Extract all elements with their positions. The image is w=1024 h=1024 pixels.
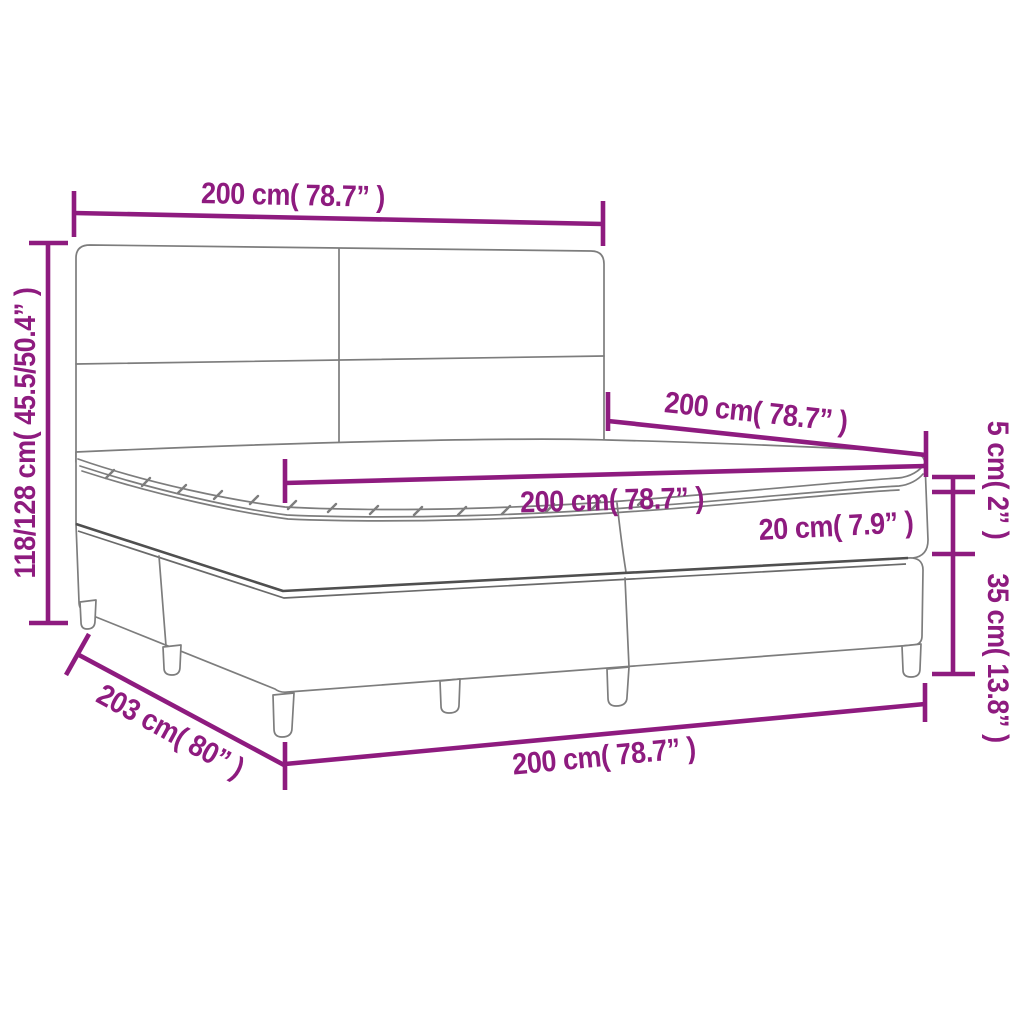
topper-seam-line-2 (81, 470, 900, 522)
leg-front-b (606, 666, 630, 707)
headboard-outline (75, 244, 605, 463)
base-top-edge-piping (77, 530, 907, 599)
dim-line-bed-width (282, 683, 928, 790)
leg-front-a (439, 678, 461, 714)
mattress-split-seam (616, 502, 628, 579)
dim-line-mattress-depth (605, 392, 929, 477)
topper-front-edge (77, 458, 926, 511)
label-base-height: 35 cm( 13.8” ) (981, 573, 1014, 743)
mattress (75, 438, 929, 592)
label-mattress-width: 200 cm( 78.7” ) (519, 481, 705, 520)
leg-back-left (79, 599, 97, 630)
leg-right (901, 643, 922, 678)
dim-line-mattress-width (282, 459, 927, 503)
base-side-seam (158, 555, 167, 647)
dim-line-headboard-width (71, 191, 606, 246)
dim-line-right-stack (932, 474, 975, 677)
label-topper-thickness: 5 cm( 2” ) (981, 420, 1014, 540)
dim-line-total-height (29, 240, 68, 626)
leg-front-corner (272, 692, 295, 738)
topper-seam-line-1 (79, 465, 924, 518)
base-top-edge (75, 522, 909, 593)
headboard (75, 244, 605, 463)
topper-zipper-dashes (104, 468, 648, 517)
label-total-height: 118/128 cm( 45.5/50.4” ) (9, 287, 42, 579)
label-headboard-width: 200 cm( 78.7” ) (200, 177, 386, 214)
headboard-middle-seam (75, 355, 605, 365)
legs (79, 599, 922, 738)
base-split-seam (624, 577, 630, 668)
dim-line-bed-length (63, 632, 286, 768)
leg-left-middle (162, 644, 182, 676)
dimension-lines (29, 191, 975, 790)
